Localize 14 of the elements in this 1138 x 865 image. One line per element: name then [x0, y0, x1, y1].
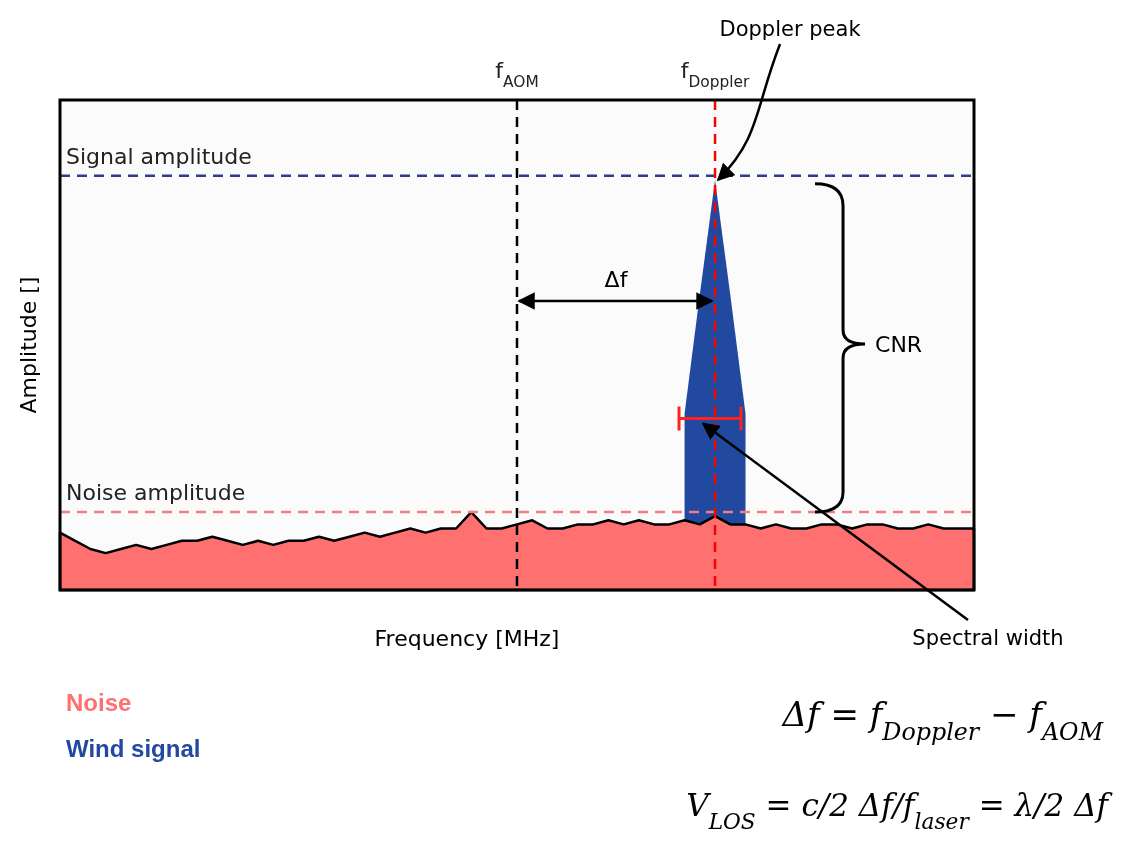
annotation: CNR: [875, 331, 923, 357]
text: Doppler peak: [719, 17, 862, 41]
annotation: Δf: [604, 266, 629, 292]
x-axis-title: Frequency [MHz]: [374, 626, 560, 651]
text: Spectral width: [912, 626, 1064, 650]
x-tick-label: f$_{Doppler}$: [680, 58, 751, 91]
text: Noise: [66, 689, 132, 716]
y-axis-title: Amplitude []: [16, 276, 41, 414]
ref-line-label: Noise amplitude: [66, 480, 246, 506]
text: V$_{LOS}$ = c/2 Δf/f$_{laser}$ = λ/2 Δf: [686, 787, 1114, 834]
text: Wind signal: [66, 735, 201, 762]
text: Δf = f$_{Doppler}$ − f$_{AOM}$: [780, 694, 1104, 746]
ref-line-label: Signal amplitude: [66, 143, 252, 169]
x-tick-label: f$_{AOM}$: [495, 58, 539, 91]
